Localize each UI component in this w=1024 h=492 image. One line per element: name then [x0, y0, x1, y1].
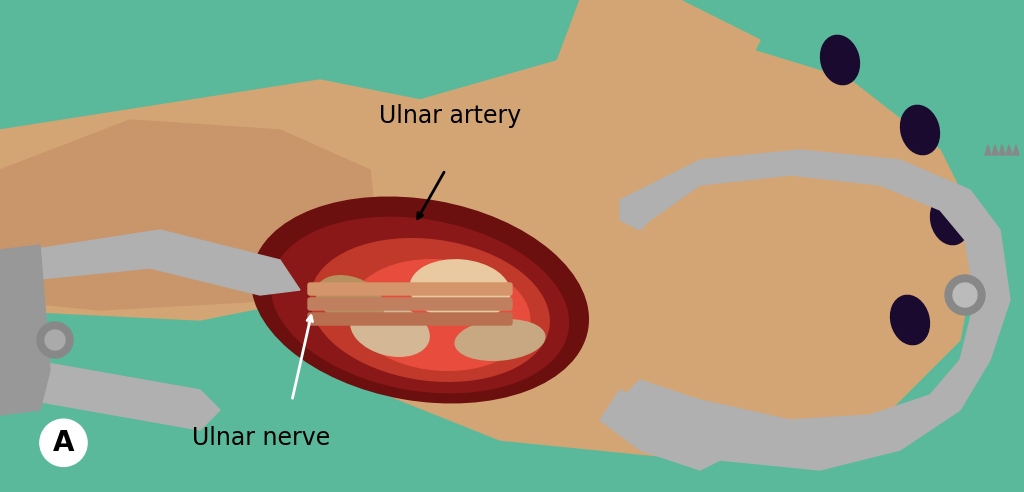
Ellipse shape — [411, 260, 510, 320]
Polygon shape — [550, 0, 760, 130]
Ellipse shape — [931, 195, 970, 245]
Ellipse shape — [455, 320, 545, 360]
Ellipse shape — [310, 239, 549, 381]
Polygon shape — [10, 360, 220, 430]
Ellipse shape — [900, 105, 939, 154]
Circle shape — [45, 330, 65, 350]
Polygon shape — [600, 390, 720, 470]
Circle shape — [37, 322, 73, 358]
Ellipse shape — [316, 276, 384, 324]
Circle shape — [945, 275, 985, 315]
Polygon shape — [1006, 145, 1012, 155]
Polygon shape — [985, 145, 991, 155]
Polygon shape — [1013, 145, 1019, 155]
Polygon shape — [992, 145, 998, 155]
Text: Ulnar nerve: Ulnar nerve — [191, 426, 331, 450]
Circle shape — [953, 283, 977, 307]
Polygon shape — [620, 150, 1010, 470]
Ellipse shape — [820, 35, 859, 85]
Polygon shape — [0, 80, 560, 320]
Polygon shape — [0, 245, 50, 415]
FancyBboxPatch shape — [308, 313, 512, 325]
Ellipse shape — [252, 197, 589, 403]
Polygon shape — [30, 230, 300, 295]
Circle shape — [40, 419, 87, 466]
Polygon shape — [999, 145, 1005, 155]
FancyBboxPatch shape — [308, 283, 512, 295]
Text: Ulnar artery: Ulnar artery — [380, 104, 521, 128]
Polygon shape — [300, 40, 980, 460]
FancyBboxPatch shape — [308, 298, 512, 310]
Ellipse shape — [891, 295, 930, 344]
Text: A: A — [53, 429, 74, 457]
Ellipse shape — [350, 260, 529, 370]
Polygon shape — [0, 120, 380, 310]
Ellipse shape — [271, 217, 568, 393]
Ellipse shape — [351, 304, 429, 356]
